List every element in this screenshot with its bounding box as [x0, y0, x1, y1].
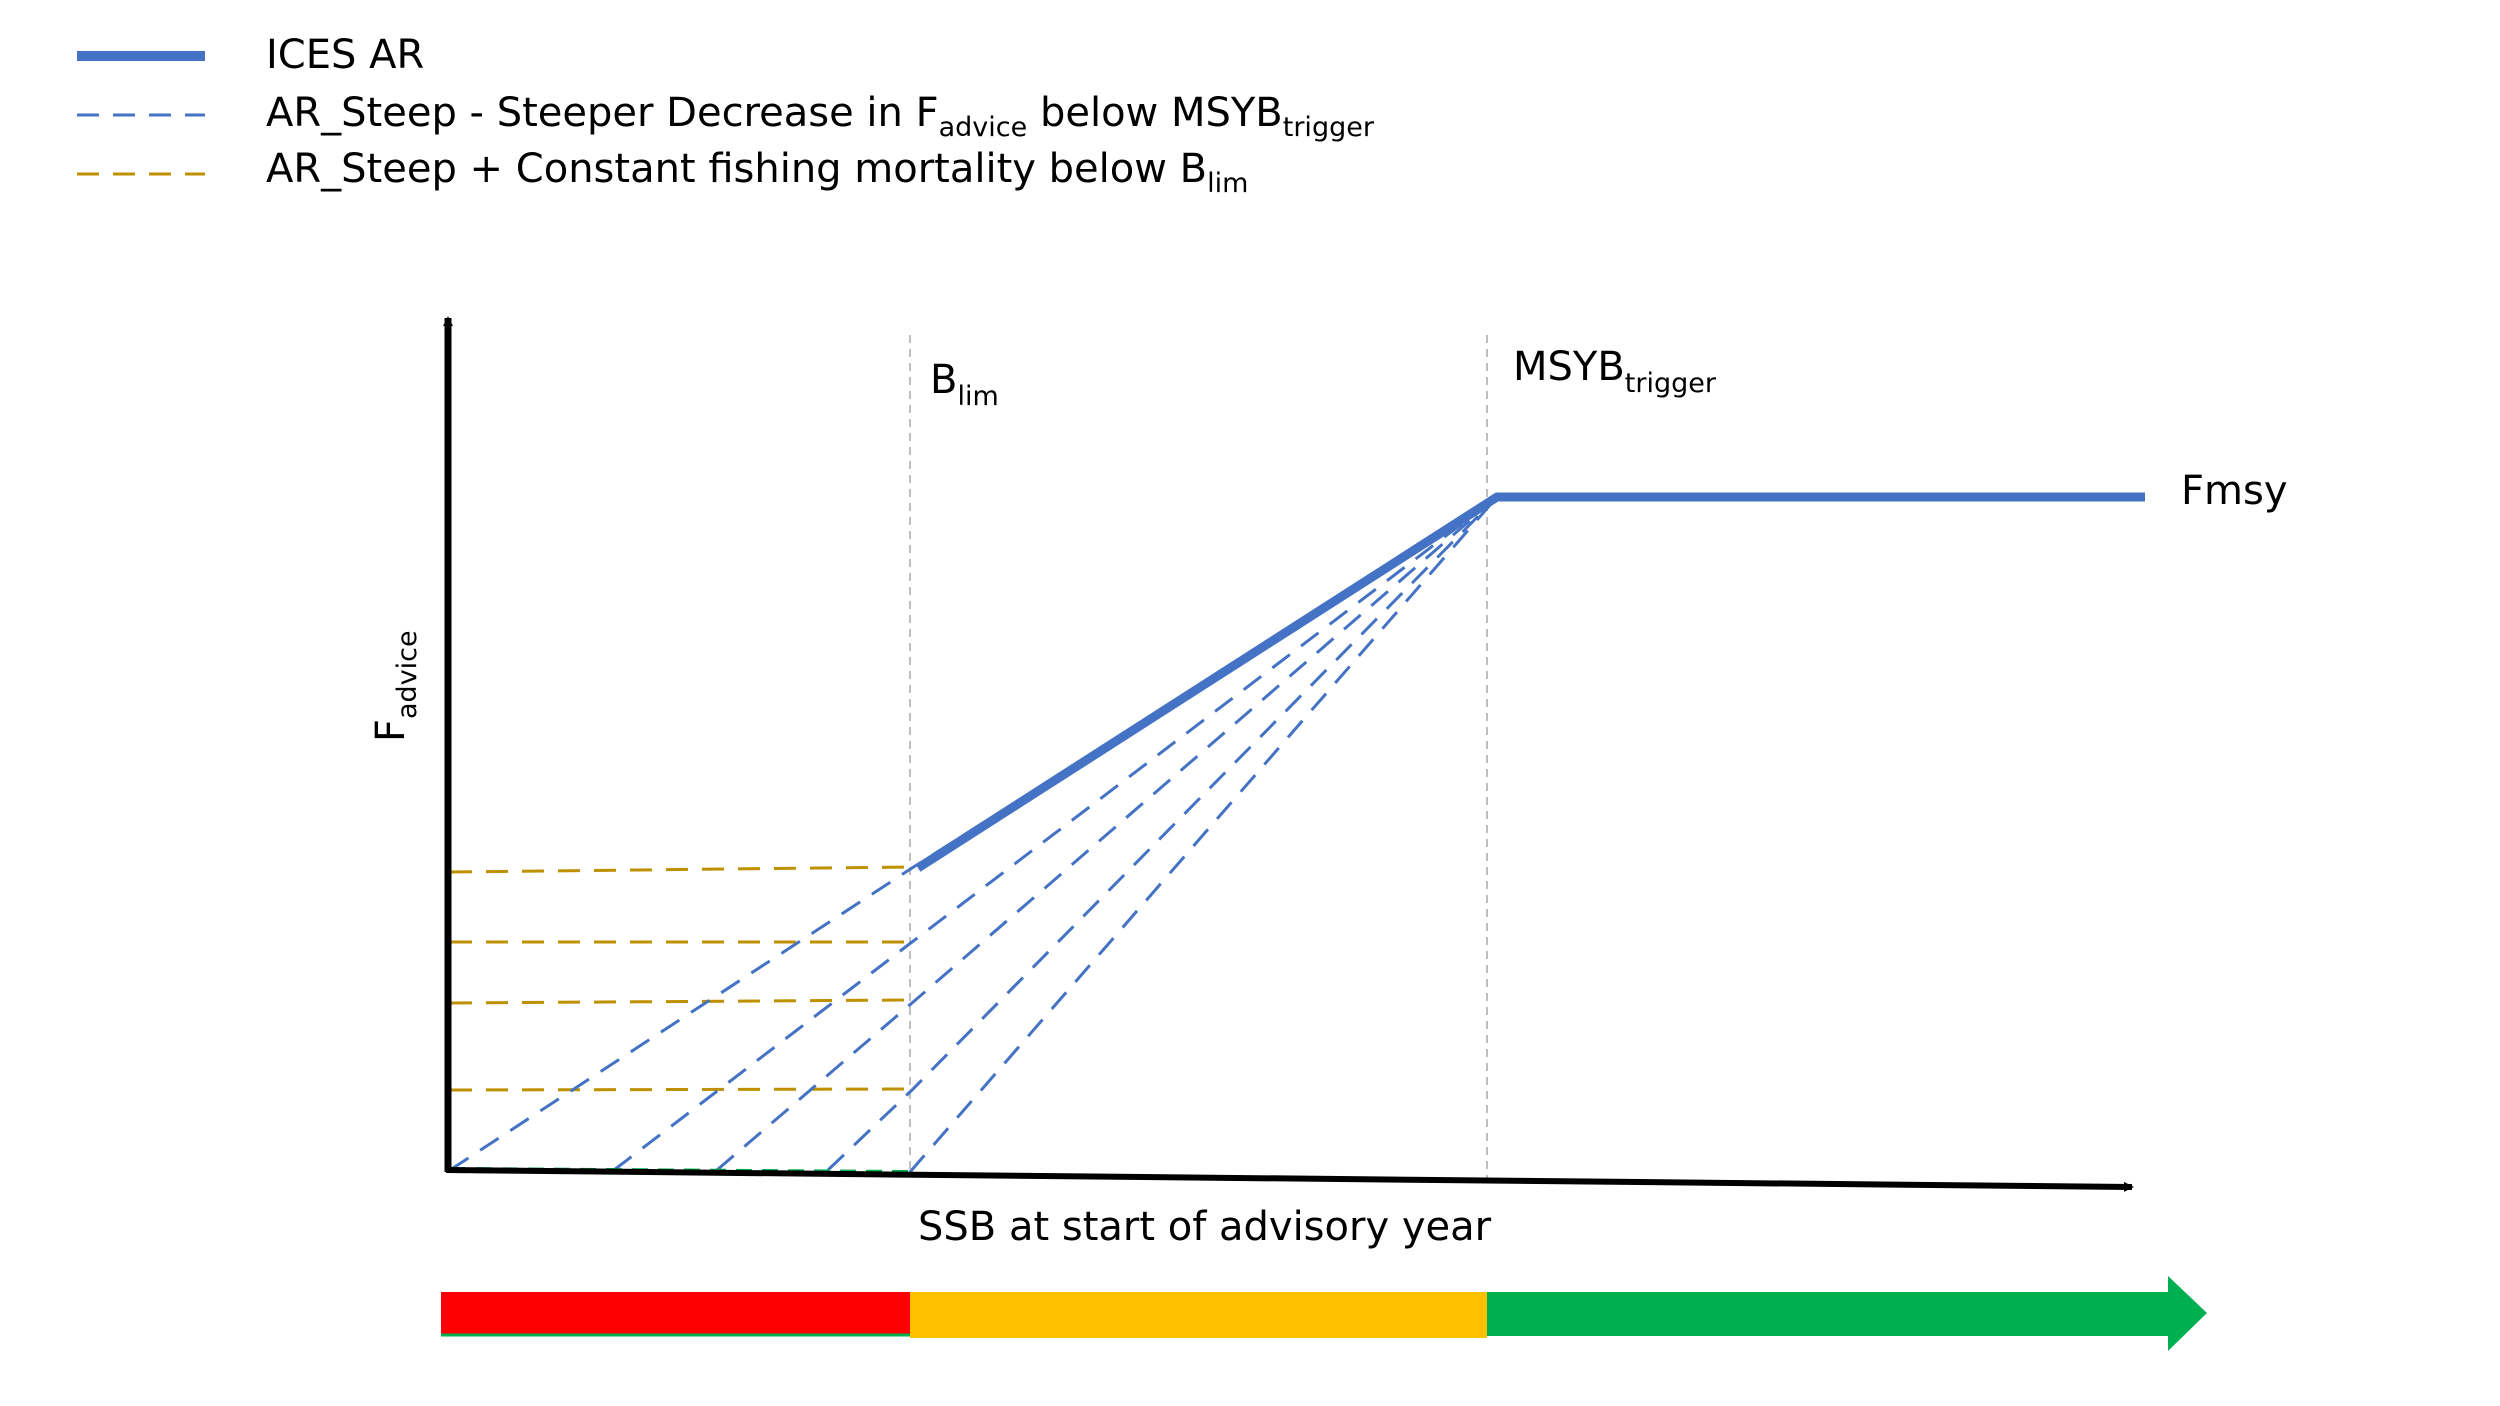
legend-label-rest: below MSYB: [1027, 90, 1283, 136]
ar-steep-line: [908, 496, 1499, 1173]
msyb-trigger-label: MSYBtrigger: [1513, 344, 1717, 399]
constant-f-lines: [449, 865, 913, 1092]
legend-label: AR_Steep + Constant fishing mortality be…: [266, 146, 1207, 192]
constant-f-line: [449, 998, 913, 1005]
zone-green-arrow: [1487, 1276, 2207, 1351]
status-zone-bar: [441, 1276, 2207, 1351]
legend-item-ices-ar: ICES AR: [77, 32, 424, 78]
legend-item-ar-steep: AR_Steep - Steeper Decrease in Fadvice b…: [77, 90, 1375, 143]
svg-text:ICES AR: ICES AR: [266, 32, 424, 78]
ices-ar-line: [915, 492, 2145, 872]
ar-steep-line: [826, 495, 1499, 1172]
blim-label: Blim: [930, 357, 999, 412]
constant-f-line: [449, 1087, 913, 1092]
legend-item-constant-f: AR_Steep + Constant fishing mortality be…: [77, 146, 1248, 199]
legend: ICES AR AR_Steep - Steeper Decrease in F…: [77, 32, 1375, 199]
legend-subscript: lim: [1207, 168, 1248, 199]
zone-red: [441, 1292, 910, 1334]
svg-text:AR_Steep - Steeper Decrease in: AR_Steep - Steeper Decrease in Fadvice b…: [266, 90, 1375, 143]
zone-orange: [910, 1292, 1487, 1338]
legend-subscript: advice: [939, 112, 1028, 143]
legend-label: AR_Steep - Steeper Decrease in F: [266, 90, 939, 136]
constant-f-line: [449, 865, 913, 874]
svg-text:AR_Steep + Constant fishing mo: AR_Steep + Constant fishing mortality be…: [266, 146, 1248, 199]
legend-label: ICES AR: [266, 32, 424, 78]
ar-steep-line: [613, 495, 1498, 1172]
ar-steep-line: [716, 495, 1498, 1172]
legend-subscript: trigger: [1283, 112, 1375, 143]
y-axis-label: Fadvice: [368, 630, 423, 742]
x-axis-label: SSB at start of advisory year: [918, 1204, 1492, 1250]
x-axis: [445, 1167, 2134, 1192]
fmsy-label: Fmsy: [2181, 468, 2287, 514]
